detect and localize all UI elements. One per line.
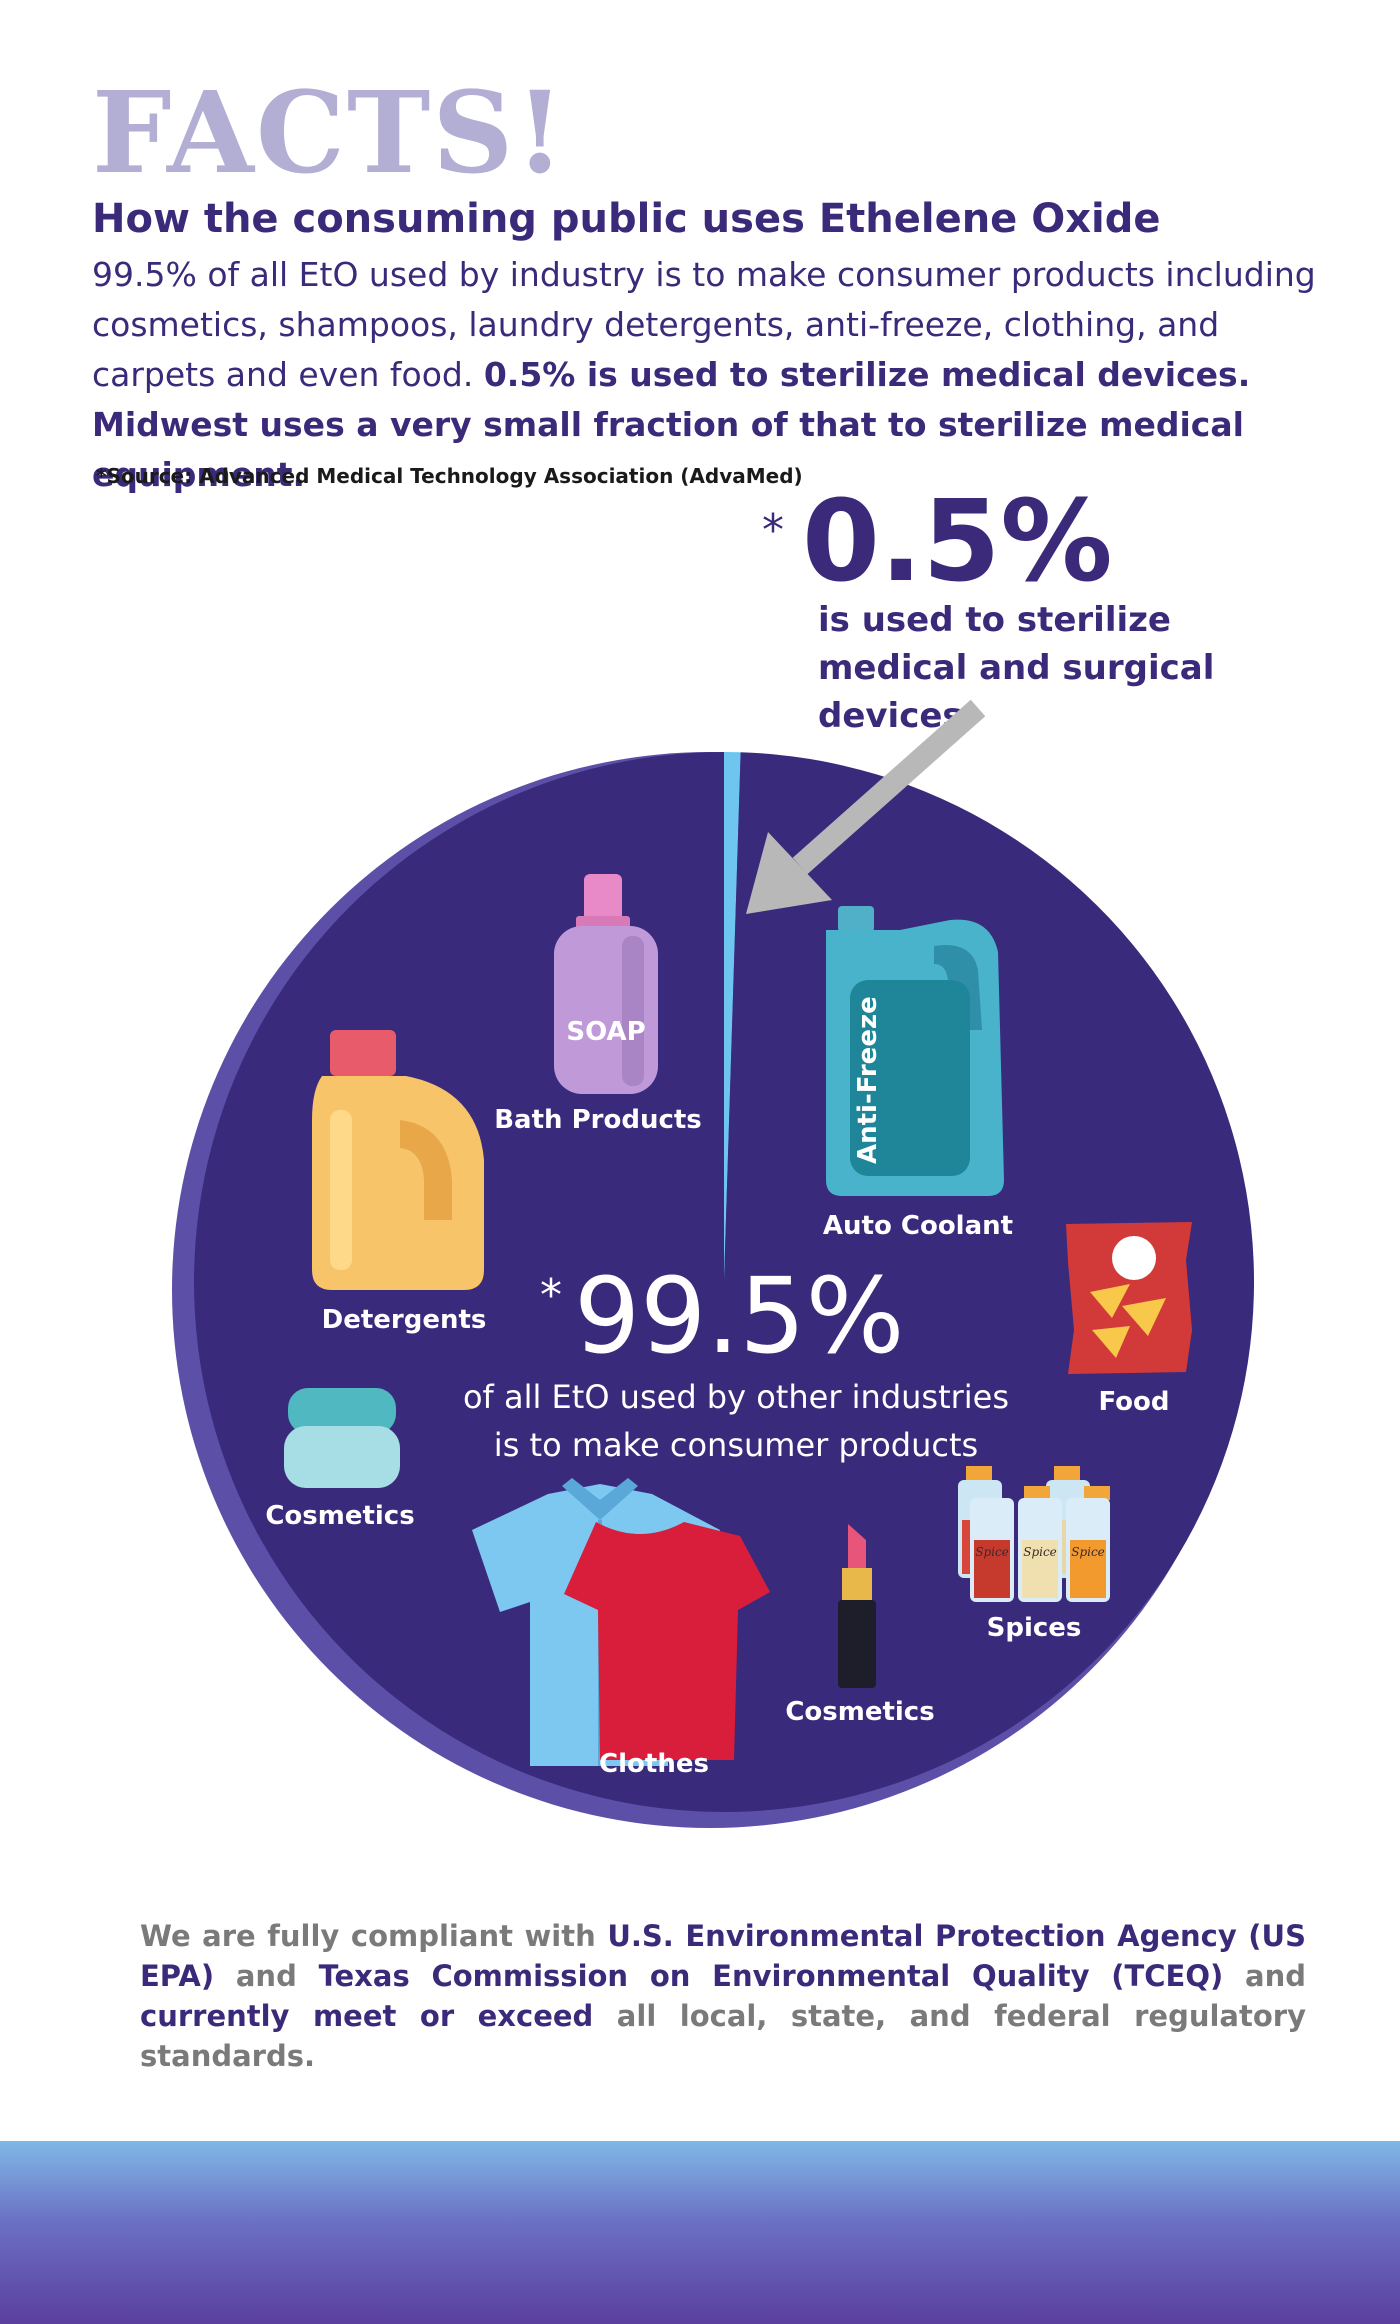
pointer-arrow — [746, 699, 986, 914]
center-asterisk: * — [540, 1270, 562, 1321]
detergents-label: Detergents — [322, 1305, 487, 1335]
page-subtitle: How the consuming public uses Ethelene O… — [92, 196, 1161, 242]
spice-jar-label-1: Spice — [975, 1545, 1009, 1559]
antifreeze-jug-icon: Anti-Freeze — [826, 906, 1004, 1196]
spices-jars-icon: Spice Spice Spice — [958, 1466, 1110, 1602]
auto-coolant-label: Auto Coolant — [823, 1211, 1013, 1241]
callout-asterisk: * — [762, 505, 784, 556]
compliance-statement: We are fully compliant with U.S. Environ… — [140, 1916, 1306, 2076]
footer-text-4: all local, state, and federal regulatory… — [140, 1999, 1306, 2073]
spice-jar-label-2: Spice — [1023, 1545, 1057, 1559]
footer-text-2: and — [214, 1959, 319, 1993]
detergent-jug-icon — [312, 1030, 484, 1290]
antifreeze-label: Anti-Freeze — [853, 996, 883, 1164]
cosmetics-jar-icon — [284, 1388, 400, 1488]
footer-epa: U.S. Environmental Protection Agency (US… — [140, 1919, 1306, 1993]
footer-meet-exceed: currently meet or exceed — [140, 1999, 594, 2033]
bath-products-label: Bath Products — [494, 1105, 702, 1135]
footer-text-3: and — [1223, 1959, 1306, 1993]
pie-chart: SOAP Bath Products Anti-Freeze Auto Cool… — [172, 699, 1255, 1828]
center-line-2: is to make consumer products — [494, 1426, 978, 1464]
intro-bold-text: 0.5% is used to sterilize medical device… — [92, 355, 1251, 494]
pie-slice-1 — [724, 752, 741, 1282]
clothes-icon — [472, 1478, 770, 1766]
intro-paragraph: 99.5% of all EtO used by industry is to … — [92, 250, 1352, 500]
center-percent: 99.5% — [574, 1255, 904, 1377]
facts-title: FACTS! — [92, 68, 567, 199]
clothes-label: Clothes — [599, 1749, 709, 1779]
center-line-1: of all EtO used by other industries — [463, 1378, 1009, 1416]
food-bag-icon — [1066, 1222, 1192, 1374]
spice-jar-label-3: Spice — [1071, 1545, 1105, 1559]
cosmetics-lipstick-label: Cosmetics — [785, 1697, 934, 1727]
bottom-gradient-band — [0, 2141, 1400, 2324]
spices-label: Spices — [987, 1613, 1082, 1643]
food-label: Food — [1098, 1387, 1169, 1417]
soap-label: SOAP — [566, 1017, 645, 1047]
cosmetics-jar-label: Cosmetics — [265, 1501, 414, 1531]
lipstick-icon — [838, 1524, 876, 1688]
callout-line-2: medical and surgical devices. — [818, 648, 1215, 736]
callout-percent: 0.5% — [802, 477, 1113, 607]
footer-tceq: Texas Commission on Environmental Qualit… — [318, 1959, 1224, 1993]
intro-regular-text: 99.5% of all EtO used by industry is to … — [92, 255, 1316, 394]
callout-text: is used to sterilize medical and surgica… — [818, 596, 1378, 740]
source-note: *Source: Advanced Medical Technology Ass… — [96, 464, 803, 488]
callout-line-1: is used to sterilize — [818, 600, 1171, 640]
soap-bottle-icon: SOAP — [554, 874, 658, 1094]
footer-text-1: We are fully compliant with — [140, 1919, 608, 1953]
